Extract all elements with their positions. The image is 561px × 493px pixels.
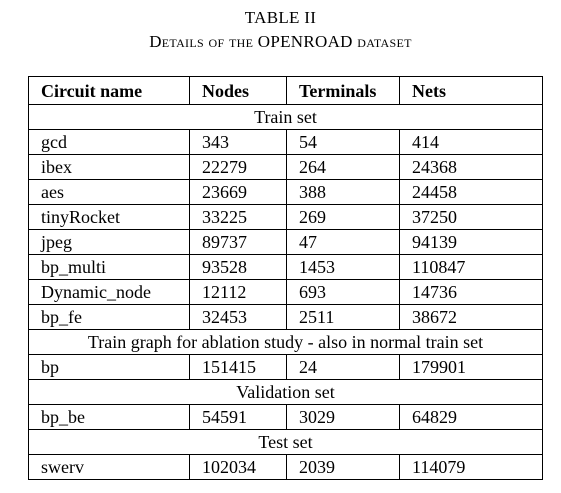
cell-nodes: 23669 <box>189 179 287 205</box>
cell-terminals: 2039 <box>286 454 400 480</box>
cell-circuit-name: bp_fe <box>28 304 190 330</box>
cell-nets: 14736 <box>399 279 543 305</box>
table-row: bp_be 54591 3029 64829 <box>28 404 543 430</box>
openroad-dataset-table: Circuit name Nodes Terminals Nets Train … <box>28 76 543 480</box>
cell-nodes: 151415 <box>189 354 287 380</box>
section-row: Train graph for ablation study - also in… <box>28 329 543 355</box>
section-train-set: Train set <box>28 104 543 130</box>
cell-nodes: 33225 <box>189 204 287 230</box>
cell-circuit-name: bp <box>28 354 190 380</box>
cell-terminals: 47 <box>286 229 400 255</box>
cell-nets: 94139 <box>399 229 543 255</box>
cell-terminals: 264 <box>286 154 400 180</box>
table-row: bp_multi 93528 1453 110847 <box>28 254 543 280</box>
cell-nets: 64829 <box>399 404 543 430</box>
cell-nets: 114079 <box>399 454 543 480</box>
cell-terminals: 3029 <box>286 404 400 430</box>
cell-circuit-name: ibex <box>28 154 190 180</box>
cell-nets: 37250 <box>399 204 543 230</box>
table-row: gcd 343 54 414 <box>28 129 543 155</box>
table-row: bp 151415 24 179901 <box>28 354 543 380</box>
cell-nodes: 102034 <box>189 454 287 480</box>
header-row: Circuit name Nodes Terminals Nets <box>28 76 543 105</box>
table-row: ibex 22279 264 24368 <box>28 154 543 180</box>
cell-terminals: 1453 <box>286 254 400 280</box>
table-row: aes 23669 388 24458 <box>28 179 543 205</box>
cell-nets: 110847 <box>399 254 543 280</box>
table-label: TABLE II <box>244 8 317 27</box>
cell-terminals: 693 <box>286 279 400 305</box>
section-test-set: Test set <box>28 429 543 455</box>
section-row: Test set <box>28 429 543 455</box>
cell-circuit-name: aes <box>28 179 190 205</box>
cell-nodes: 89737 <box>189 229 287 255</box>
cell-circuit-name: tinyRocket <box>28 204 190 230</box>
cell-nodes: 343 <box>189 129 287 155</box>
section-ablation: Train graph for ablation study - also in… <box>28 329 543 355</box>
section-row: Validation set <box>28 379 543 405</box>
table-row: tinyRocket 33225 269 37250 <box>28 204 543 230</box>
section-validation-set: Validation set <box>28 379 543 405</box>
header-circuit-name: Circuit name <box>28 76 190 105</box>
cell-nodes: 12112 <box>189 279 287 305</box>
header-terminals: Terminals <box>286 76 400 105</box>
cell-circuit-name: jpeg <box>28 229 190 255</box>
cell-nets: 24368 <box>399 154 543 180</box>
cell-circuit-name: bp_be <box>28 404 190 430</box>
cell-nodes: 32453 <box>189 304 287 330</box>
table-row: jpeg 89737 47 94139 <box>28 229 543 255</box>
cell-terminals: 24 <box>286 354 400 380</box>
cell-terminals: 54 <box>286 129 400 155</box>
cell-nets: 414 <box>399 129 543 155</box>
cell-nets: 24458 <box>399 179 543 205</box>
cell-terminals: 269 <box>286 204 400 230</box>
cell-circuit-name: gcd <box>28 129 190 155</box>
cell-nodes: 54591 <box>189 404 287 430</box>
cell-nets: 179901 <box>399 354 543 380</box>
cell-nodes: 93528 <box>189 254 287 280</box>
header-nodes: Nodes <box>189 76 287 105</box>
section-row: Train set <box>28 104 543 130</box>
table-row: bp_fe 32453 2511 38672 <box>28 304 543 330</box>
cell-circuit-name: bp_multi <box>28 254 190 280</box>
cell-nodes: 22279 <box>189 154 287 180</box>
cell-terminals: 388 <box>286 179 400 205</box>
header-nets: Nets <box>399 76 543 105</box>
cell-circuit-name: Dynamic_node <box>28 279 190 305</box>
table-title: Details of the OPENROAD dataset <box>149 32 412 51</box>
table-row: Dynamic_node 12112 693 14736 <box>28 279 543 305</box>
table-row: swerv 102034 2039 114079 <box>28 454 543 480</box>
cell-nets: 38672 <box>399 304 543 330</box>
cell-terminals: 2511 <box>286 304 400 330</box>
cell-circuit-name: swerv <box>28 454 190 480</box>
